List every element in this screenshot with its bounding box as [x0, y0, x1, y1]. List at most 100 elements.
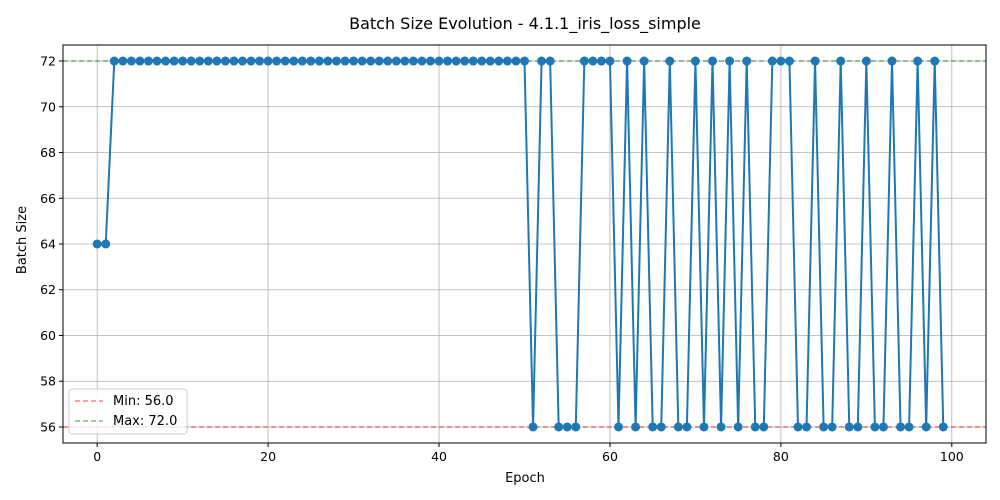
data-point	[656, 422, 666, 432]
data-point	[699, 422, 709, 432]
data-point	[844, 422, 854, 432]
legend-min-label: Min: 56.0	[113, 394, 174, 409]
y-tick-label: 72	[40, 54, 56, 69]
data-point	[690, 56, 700, 66]
data-point	[280, 56, 290, 66]
data-point	[152, 56, 162, 66]
data-point	[366, 56, 376, 66]
data-point	[861, 56, 871, 66]
data-point	[614, 422, 624, 432]
data-point	[750, 422, 760, 432]
x-tick-label: 40	[431, 449, 447, 464]
data-point	[528, 422, 538, 432]
data-point	[357, 56, 367, 66]
data-point	[331, 56, 341, 66]
data-point	[827, 422, 837, 432]
data-point	[938, 422, 948, 432]
legend-box	[68, 388, 188, 435]
data-point	[545, 56, 555, 66]
data-point	[878, 422, 888, 432]
data-point	[460, 56, 470, 66]
data-point	[143, 56, 153, 66]
data-point	[349, 56, 359, 66]
data-point	[930, 56, 940, 66]
data-point	[485, 56, 495, 66]
data-point	[733, 422, 743, 432]
data-point	[101, 239, 111, 249]
data-point	[408, 56, 418, 66]
data-point	[648, 422, 658, 432]
data-point	[178, 56, 188, 66]
data-point	[434, 56, 444, 66]
data-point	[784, 56, 794, 66]
data-point	[716, 422, 726, 432]
data-point	[802, 422, 812, 432]
data-point	[502, 56, 512, 66]
data-point	[853, 422, 863, 432]
data-point	[383, 56, 393, 66]
x-axis-label: Epoch	[505, 471, 545, 486]
data-point	[212, 56, 222, 66]
x-tick-label: 80	[773, 449, 789, 464]
data-point	[562, 422, 572, 432]
data-point	[810, 56, 820, 66]
data-point	[477, 56, 487, 66]
data-point	[323, 56, 333, 66]
data-point	[896, 422, 906, 432]
data-point	[161, 56, 171, 66]
x-tick-label: 100	[940, 449, 964, 464]
data-point	[887, 56, 897, 66]
data-point	[776, 56, 786, 66]
data-point	[425, 56, 435, 66]
data-point	[520, 56, 529, 66]
x-tick-label: 0	[93, 449, 101, 464]
data-point	[622, 56, 632, 66]
legend-max-label: Max: 72.0	[113, 414, 177, 429]
data-point	[443, 56, 453, 66]
data-point	[289, 56, 299, 66]
x-axis-ticks: 0 20 40 60 80 100	[93, 443, 964, 464]
data-point	[870, 422, 880, 432]
y-axis-ticks: 56 58 60 62 64 66 68 70 72	[40, 54, 63, 434]
y-axis-label: Batch Size	[15, 206, 30, 274]
data-point	[665, 56, 675, 66]
y-tick-label: 56	[40, 419, 56, 434]
data-point	[494, 56, 504, 66]
data-point	[126, 56, 136, 66]
data-point	[596, 56, 606, 66]
data-point	[340, 56, 350, 66]
data-point	[725, 56, 735, 66]
data-point	[186, 56, 196, 66]
y-tick-label: 60	[40, 328, 56, 343]
data-point	[220, 56, 230, 66]
data-point	[272, 56, 282, 66]
data-point	[579, 56, 589, 66]
data-point	[306, 56, 316, 66]
data-point	[639, 56, 649, 66]
data-point	[135, 56, 145, 66]
data-point	[819, 422, 829, 432]
y-tick-label: 70	[40, 99, 56, 114]
y-tick-label: 64	[40, 237, 56, 252]
y-tick-label: 68	[40, 145, 56, 160]
data-point	[904, 422, 914, 432]
x-tick-label: 60	[602, 449, 618, 464]
data-point	[255, 56, 265, 66]
data-point	[759, 422, 769, 432]
data-point	[588, 56, 598, 66]
data-point	[511, 56, 521, 66]
chart-title: Batch Size Evolution - 4.1.1_iris_loss_s…	[349, 14, 701, 34]
data-point	[571, 422, 581, 432]
data-point	[537, 56, 547, 66]
y-tick-label: 66	[40, 191, 56, 206]
data-point	[554, 422, 564, 432]
data-point	[451, 56, 461, 66]
data-point	[673, 422, 683, 432]
data-point	[631, 422, 641, 432]
data-point	[605, 56, 615, 66]
data-point	[237, 56, 247, 66]
data-point	[913, 56, 923, 66]
legend: Min: 56.0 Max: 72.0	[68, 388, 188, 435]
data-point	[314, 56, 324, 66]
